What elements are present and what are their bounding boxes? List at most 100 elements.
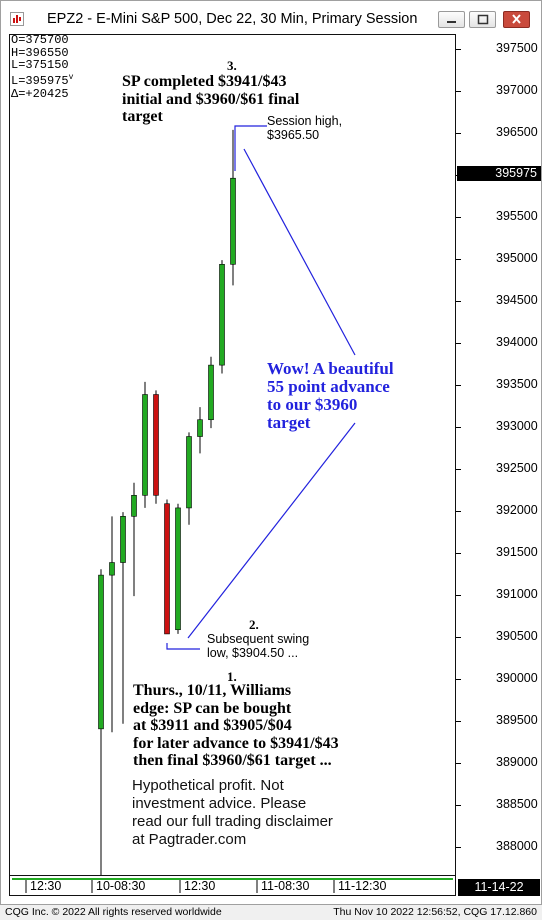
window-title: EPZ2 - E-Mini S&P 500, Dec 22, 30 Min, P… xyxy=(47,11,418,27)
price-axis[interactable]: 3975003970003965003960003955003950003945… xyxy=(456,34,541,876)
last-value: L=395975v xyxy=(11,73,74,89)
disclaimer-text: Hypothetical profit. Not investment advi… xyxy=(132,777,333,848)
status-bar: CQG Inc. © 2022 All rights reserved worl… xyxy=(0,905,542,920)
candle-body xyxy=(208,364,214,421)
price-tick-label: 393500 xyxy=(496,377,538,392)
plot-area[interactable] xyxy=(9,34,456,876)
candle-10 xyxy=(208,356,214,429)
price-tick-label: 397000 xyxy=(496,83,538,98)
price-tick-label: 388500 xyxy=(496,797,538,812)
candle-body xyxy=(98,574,104,730)
price-tick-mark xyxy=(456,133,461,135)
time-axis[interactable]: 12:30 10-08:30 12:30 11-08:30 11-12:30 xyxy=(9,876,456,896)
annotation-3-number: 3. xyxy=(227,58,237,73)
maximize-button[interactable] xyxy=(469,11,496,28)
candle-body xyxy=(164,503,170,635)
swing-low-pointer xyxy=(166,643,200,650)
current-date-marker: 11-14-22 xyxy=(458,879,540,896)
price-tick-mark xyxy=(456,427,461,429)
time-tick-label: 12:30 xyxy=(30,879,62,893)
price-tick-mark xyxy=(456,217,461,219)
annotation-1-text: Thurs., 10/11, Williams edge: SP can be … xyxy=(133,682,339,769)
price-tick-mark xyxy=(456,847,461,849)
price-tick-mark xyxy=(456,91,461,93)
candle-body xyxy=(197,419,203,437)
candle-8 xyxy=(186,432,192,525)
candle-body xyxy=(142,394,148,496)
price-tick-label: 390000 xyxy=(496,671,538,686)
candle-7 xyxy=(175,503,181,634)
session-high-label: Session high, $3965.50 xyxy=(267,114,343,142)
timestamp-text: Thu Nov 10 2022 12:56:52, CQG 17.12.860 xyxy=(333,906,537,918)
change-value: Δ=+20425 xyxy=(11,86,69,101)
candle-body xyxy=(120,516,126,563)
price-tick-mark xyxy=(456,637,461,639)
price-tick-mark xyxy=(456,259,461,261)
last-price-marker: 395975 xyxy=(457,166,541,181)
candle-3 xyxy=(131,482,137,597)
price-tick-mark xyxy=(456,679,461,681)
price-tick-mark xyxy=(456,343,461,345)
session-high-pointer xyxy=(234,125,267,171)
price-tick-mark xyxy=(456,49,461,51)
time-tick-label: 11-08:30 xyxy=(261,879,310,893)
candle-body xyxy=(186,436,192,509)
price-tick-label: 395500 xyxy=(496,209,538,224)
price-tick-label: 389500 xyxy=(496,713,538,728)
price-tick-label: 391500 xyxy=(496,545,538,560)
candle-11 xyxy=(219,260,225,374)
price-tick-mark xyxy=(456,511,461,513)
price-tick-label: 396500 xyxy=(496,125,538,140)
price-tick-label: 389000 xyxy=(496,755,538,770)
price-tick-mark xyxy=(456,553,461,555)
minimize-icon xyxy=(447,21,456,23)
candle-4 xyxy=(142,381,148,508)
annotation-2-number: 2. xyxy=(249,617,259,632)
time-tick-label: 10-08:30 xyxy=(96,879,146,893)
price-tick-mark xyxy=(456,721,461,723)
time-axis-strip xyxy=(12,878,453,880)
price-tick-label: 390500 xyxy=(496,629,538,644)
swing-low-label: Subsequent swing low, $3904.50 ... xyxy=(207,632,310,660)
open-value: O=375700 xyxy=(11,33,69,47)
candle-body xyxy=(109,562,115,576)
price-tick-label: 392500 xyxy=(496,461,538,476)
time-tick-label: 11-12:30 xyxy=(338,879,387,893)
time-tick-label: 12:30 xyxy=(184,879,216,893)
candle-5 xyxy=(153,390,159,504)
candle-2 xyxy=(120,512,126,724)
candlestick-chart xyxy=(98,125,356,875)
price-tick-mark xyxy=(456,763,461,765)
high-value: H=396550 xyxy=(11,45,69,60)
title-bar[interactable]: EPZ2 - E-Mini S&P 500, Dec 22, 30 Min, P… xyxy=(1,1,541,35)
close-icon xyxy=(512,14,521,24)
copyright-text: CQG Inc. © 2022 All rights reserved worl… xyxy=(5,906,222,918)
close-button[interactable] xyxy=(503,11,530,28)
candle-body xyxy=(131,495,137,517)
price-tick-label: 397500 xyxy=(496,41,538,56)
candle-body xyxy=(153,394,159,496)
minimize-button[interactable] xyxy=(438,11,465,28)
annotation-1-number: 1. xyxy=(227,669,237,684)
ohlc-values: O=375700 H=396550 L=375150 L=395975v Δ=+… xyxy=(11,34,73,101)
time-axis-ticks xyxy=(12,878,453,893)
candle-9 xyxy=(197,407,203,454)
price-tick-label: 391000 xyxy=(496,587,538,602)
price-tick-label: 395000 xyxy=(496,251,538,266)
arrow-line-low xyxy=(187,422,356,639)
price-tick-mark xyxy=(456,385,461,387)
price-tick-label: 388000 xyxy=(496,839,538,854)
candle-0 xyxy=(98,569,104,875)
price-tick-mark xyxy=(456,301,461,303)
candle-6 xyxy=(164,499,170,635)
candle-body xyxy=(230,177,236,265)
low-value: L=375150 xyxy=(11,58,69,73)
price-tick-mark xyxy=(456,469,461,471)
chart-app-icon[interactable] xyxy=(10,12,24,26)
price-tick-label: 393000 xyxy=(496,419,538,434)
candle-1 xyxy=(109,516,115,733)
candle-body xyxy=(175,507,181,631)
price-tick-label: 394500 xyxy=(496,293,538,308)
price-tick-label: 392000 xyxy=(496,503,538,518)
